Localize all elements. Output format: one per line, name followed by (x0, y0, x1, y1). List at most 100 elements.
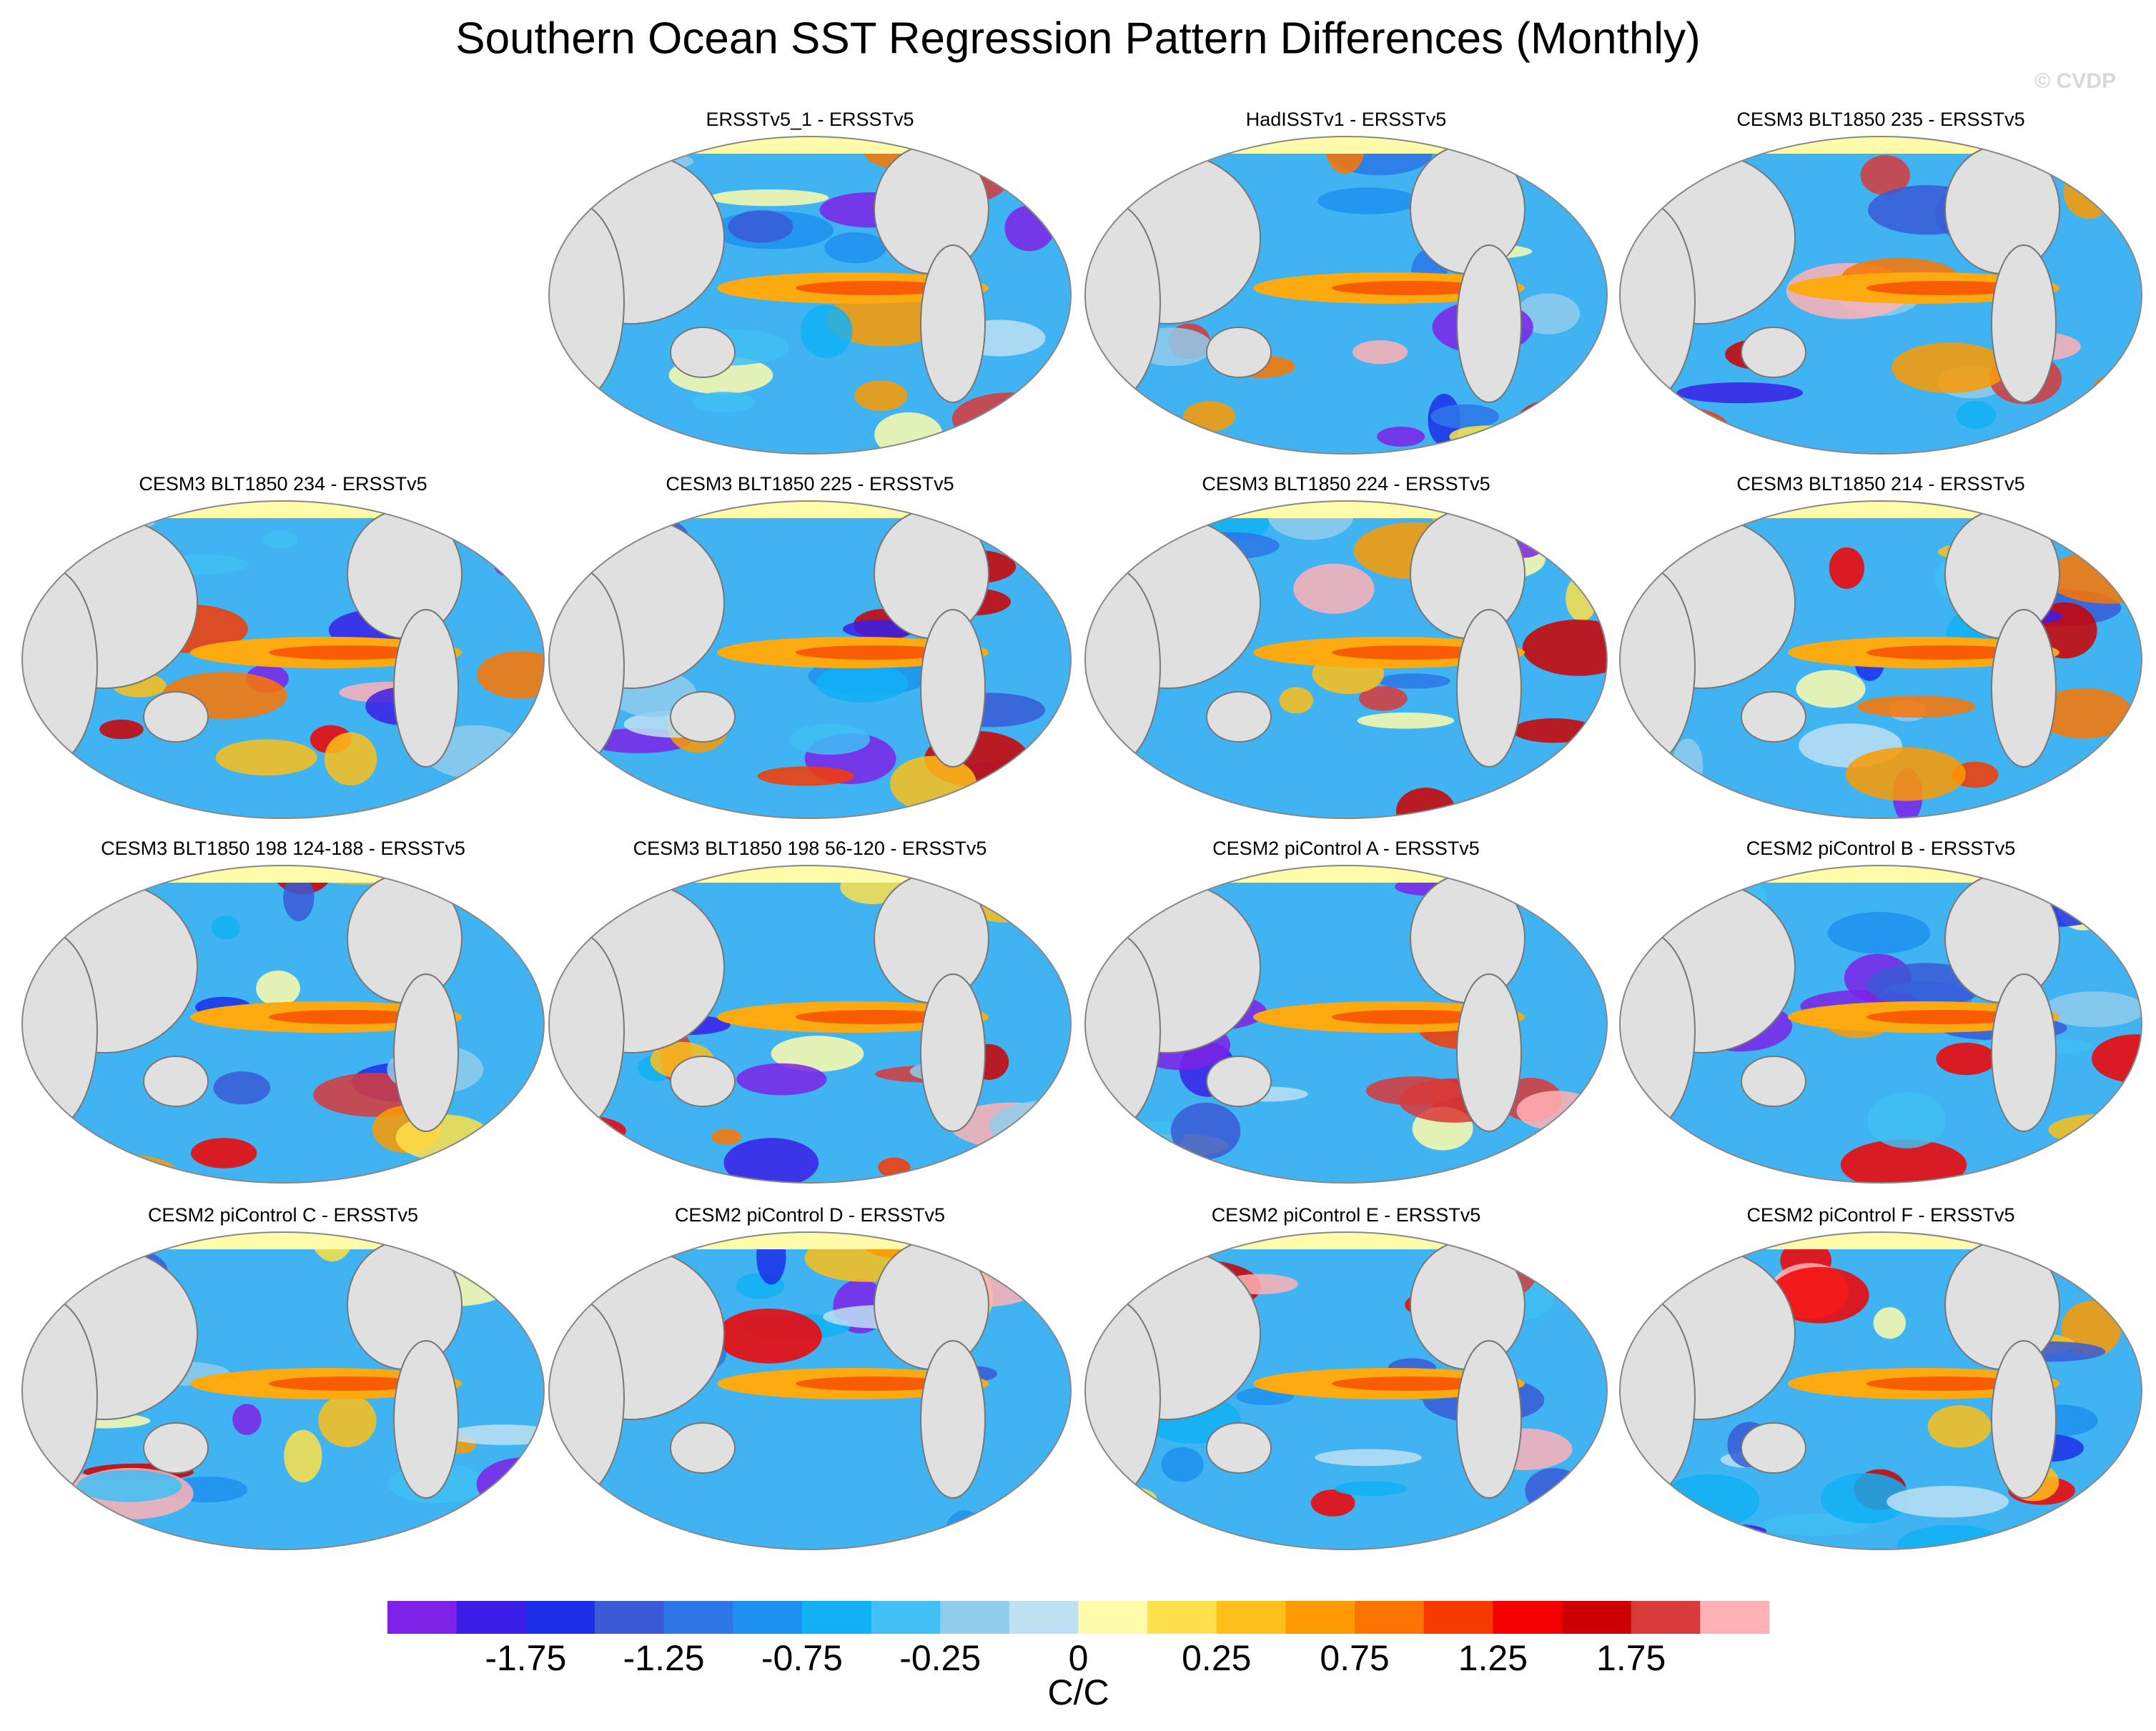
anomaly-blob (1927, 1405, 1992, 1448)
anomaly-blob (955, 503, 1008, 526)
colorbar-box (1700, 1601, 1770, 1634)
anomaly-blob (215, 739, 317, 776)
anomaly-blob (2093, 374, 2142, 399)
anomaly-blob (1514, 397, 1607, 453)
land (1085, 1297, 1161, 1499)
anomaly-blob (124, 509, 157, 528)
land (143, 1056, 209, 1107)
land (920, 1340, 986, 1499)
anomaly-blob (22, 758, 81, 775)
equatorial-core (796, 281, 953, 295)
anomaly-blob (60, 1154, 178, 1183)
anomaly-blob (1430, 404, 1500, 429)
map-border (1619, 500, 2142, 819)
anomaly-blob (1183, 401, 1236, 432)
colorbar-label: -1.75 (485, 1638, 566, 1678)
land (874, 509, 989, 639)
anomaly-blob (1701, 1524, 1767, 1539)
anomaly-blob (105, 866, 150, 894)
land (1944, 1240, 2060, 1370)
anomaly-blob (709, 189, 829, 207)
anomaly-blob (549, 1114, 626, 1148)
anomaly-blob (211, 916, 241, 940)
land (22, 566, 98, 768)
anomaly-blob (800, 304, 853, 358)
land (1410, 1240, 1525, 1370)
colorbar-box (525, 1601, 595, 1634)
land (1456, 244, 1522, 403)
colorbar-label: -0.75 (761, 1638, 843, 1678)
land (1085, 566, 1161, 768)
anomaly-blob (1098, 1486, 1157, 1513)
land (1741, 691, 1806, 743)
anomaly-blob (256, 970, 300, 1006)
anomaly-blob (1378, 673, 1450, 689)
colorbar-box (663, 1601, 733, 1634)
map-border (548, 500, 1072, 819)
anomaly-blob (262, 530, 298, 549)
land (393, 973, 459, 1132)
arctic-band (22, 501, 544, 518)
map-border (1084, 136, 1608, 455)
anomaly-blob (502, 506, 539, 532)
arctic-band (549, 501, 1071, 518)
land (1944, 509, 2060, 639)
colorbar-label: 1.25 (1458, 1638, 1528, 1678)
equatorial-core (269, 1377, 426, 1391)
colorbar-box (1216, 1601, 1286, 1634)
anomaly-blob (1845, 747, 1966, 801)
anomaly-blob (22, 1497, 74, 1514)
anomaly-blob (1161, 1447, 1204, 1482)
map-border (1619, 865, 2142, 1184)
land (1741, 327, 1806, 378)
arctic-band (1620, 501, 2142, 518)
anomaly-blob (1310, 1489, 1355, 1517)
arctic-band (1085, 866, 1607, 883)
colorbar-label: -1.25 (623, 1638, 705, 1678)
anomaly-blob (503, 1273, 544, 1313)
equatorial-core (796, 645, 953, 660)
map-border (548, 1231, 1072, 1550)
land (1410, 873, 1525, 1003)
panel-title: CESM3 BLT1850 224 - ERSSTv5 (1202, 473, 1490, 495)
land (143, 1422, 209, 1474)
anomaly-blob (825, 293, 945, 347)
map-border (21, 1231, 545, 1550)
map-border (21, 500, 545, 819)
anomaly-blob (1170, 1102, 1241, 1159)
arctic-band (549, 137, 1071, 154)
colorbar-box (1147, 1601, 1217, 1634)
anomaly-blob (1827, 912, 1931, 954)
anomaly-blob (1512, 718, 1596, 743)
anomaly-blob (1525, 1468, 1583, 1514)
anomaly-blob (1279, 687, 1313, 714)
land (22, 931, 98, 1132)
panel-title: CESM2 piControl F - ERSSTv5 (1746, 1204, 2014, 1226)
arctic-band (1085, 501, 1607, 518)
anomaly-blob (1796, 670, 1866, 708)
anomaly-blob (958, 1232, 1062, 1262)
anomaly-blob (1672, 738, 1703, 793)
anomaly-blob (951, 392, 1069, 446)
equatorial-core (1866, 1010, 2024, 1024)
anomaly-blob (1293, 563, 1375, 614)
land (1456, 1340, 1522, 1499)
colorbar-box (1009, 1601, 1079, 1634)
anomaly-blob (476, 1457, 544, 1512)
land (1085, 202, 1161, 403)
anomaly-blob (1660, 1474, 1760, 1528)
anomaly-blob (2035, 688, 2133, 739)
land (670, 691, 736, 743)
map-border (548, 865, 1072, 1184)
equatorial-core (269, 645, 426, 660)
anomaly-blob (693, 392, 756, 413)
anomaly-blob (324, 732, 377, 786)
land (1620, 931, 1696, 1132)
land (1991, 609, 2057, 768)
anomaly-blob (889, 755, 977, 812)
anomaly-blob (1317, 187, 1419, 214)
colorbar-label: -0.25 (899, 1638, 981, 1678)
map-panel (549, 866, 1071, 1183)
figure-title: Southern Ocean SST Regression Pattern Di… (455, 14, 1700, 63)
anomaly-blob (716, 1309, 822, 1364)
